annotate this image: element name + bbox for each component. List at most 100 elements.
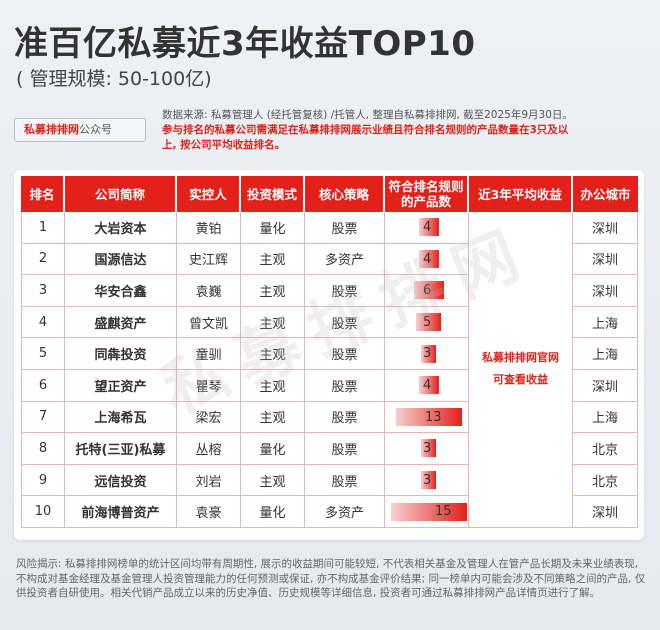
returns-note-line1: 私募排排网官网 — [482, 351, 559, 365]
city-cell: 上海 — [573, 338, 638, 370]
city-cell: 北京 — [573, 433, 638, 465]
strategy-cell: 股票 — [305, 369, 385, 402]
mode-cell: 主观 — [241, 275, 305, 307]
table-row: 4 盛麒资产 曾文凯 主观 股票 5 上海 — [21, 306, 638, 339]
brand-suffix: 公众号 — [79, 123, 112, 136]
city-cell: 深圳 — [573, 496, 638, 528]
controller-cell: 瞿琴 — [177, 369, 241, 402]
product-count-bar — [421, 471, 436, 490]
data-source-note: 数据来源: 私募管理人 (经托管复核) /托管人, 整理自私募排排网, 截至20… — [162, 108, 574, 153]
brand-tag: 私募排排网公众号 — [14, 118, 146, 142]
product-count-bar — [421, 439, 436, 458]
strategy-cell: 股票 — [305, 433, 385, 465]
mode-cell: 主观 — [241, 369, 305, 402]
page-title: 准百亿私募近3年收益TOP10 — [14, 24, 476, 64]
product-count-bar — [413, 281, 444, 300]
product-count-cell: 13 — [385, 401, 469, 434]
table-row: 5 同犇投资 童驯 主观 股票 3 上海 — [21, 338, 638, 370]
page-subtitle: ( 管理规模: 50-100亿) — [16, 68, 212, 90]
controller-cell: 黄铂 — [177, 212, 241, 244]
mode-cell: 主观 — [241, 338, 305, 370]
product-count-value: 13 — [425, 409, 442, 425]
mode-cell: 主观 — [241, 306, 305, 339]
product-count-cell: 5 — [385, 306, 469, 339]
product-count-cell: 3 — [385, 433, 469, 465]
product-count-value: 4 — [423, 220, 432, 235]
header-count: 符合排名规则的产品数 — [385, 176, 469, 212]
table-card — [14, 170, 644, 540]
strategy-cell: 股票 — [305, 306, 385, 339]
table-row: 1 大岩资本 黄铂 量化 股票 4 私募排排网官网 可查看收益 深圳 — [21, 212, 638, 528]
mode-cell: 主观 — [241, 243, 305, 276]
city-cell: 上海 — [573, 306, 638, 339]
strategy-cell: 股票 — [305, 464, 385, 497]
product-count-bar — [395, 407, 462, 426]
city-cell: 深圳 — [573, 212, 638, 244]
strategy-cell: 股票 — [305, 401, 385, 434]
rank-cell: 1 — [21, 212, 65, 244]
rank-cell: 4 — [21, 306, 65, 339]
mode-cell: 量化 — [241, 212, 305, 244]
strategy-cell: 股票 — [305, 212, 385, 244]
strategy-cell: 股票 — [305, 275, 385, 307]
source-highlight-text: 参与排名的私募公司需满足在私募排排网展示业绩且符合排名规则的产品数量在3只及以上… — [162, 124, 569, 151]
product-count-value: 15 — [435, 504, 452, 520]
product-count-cell: 15 — [385, 496, 469, 528]
table-row: 8 托特(三亚)私募 丛榕 量化 股票 3 北京 — [21, 433, 638, 465]
product-count-bar — [418, 376, 439, 395]
controller-cell: 梁宏 — [177, 401, 241, 434]
header-rank: 排名 — [21, 176, 65, 212]
rank-cell: 2 — [21, 243, 65, 276]
city-cell: 深圳 — [573, 275, 638, 307]
rank-cell: 10 — [21, 496, 65, 528]
table-row: 7 上海希瓦 梁宏 主观 股票 13 上海 — [21, 401, 638, 434]
product-count-cell: 6 — [385, 275, 469, 307]
city-cell: 北京 — [573, 464, 638, 497]
product-count-bar — [418, 249, 439, 268]
city-cell: 深圳 — [573, 243, 638, 276]
controller-cell: 史江辉 — [177, 243, 241, 276]
product-count-bar — [390, 502, 467, 521]
product-count-bar — [421, 344, 436, 363]
product-count-value: 3 — [423, 472, 432, 488]
controller-cell: 童驯 — [177, 338, 241, 370]
brand-name: 私募排排网 — [24, 123, 79, 136]
returns-note-line2: 可查看收益 — [493, 373, 548, 387]
returns-cell: 私募排排网官网 可查看收益 — [469, 212, 573, 528]
product-count-value: 6 — [423, 283, 432, 299]
controller-cell: 丛榕 — [177, 433, 241, 465]
company-cell: 望正资产 — [65, 369, 177, 402]
header-mode: 投资模式 — [241, 176, 305, 212]
product-count-value: 4 — [423, 377, 432, 393]
rank-cell: 6 — [21, 369, 65, 402]
company-cell: 同犇投资 — [65, 338, 177, 370]
city-cell: 上海 — [573, 401, 638, 434]
product-count-value: 3 — [423, 346, 432, 362]
strategy-cell: 股票 — [305, 338, 385, 370]
company-cell: 华安合鑫 — [65, 275, 177, 307]
ranking-table: 排名 公司简称 实控人 投资模式 核心策略 符合排名规则的产品数 近3年平均收益… — [21, 176, 638, 528]
header-company: 公司简称 — [65, 176, 177, 212]
company-cell: 远信投资 — [65, 464, 177, 497]
product-count-value: 5 — [423, 314, 432, 330]
controller-cell: 曾文凯 — [177, 306, 241, 339]
product-count-cell: 3 — [385, 338, 469, 370]
table-row: 6 望正资产 瞿琴 主观 股票 4 深圳 — [21, 369, 638, 402]
company-cell: 盛麒资产 — [65, 306, 177, 339]
rank-cell: 9 — [21, 464, 65, 497]
product-count-bar — [416, 313, 441, 332]
rank-cell: 5 — [21, 338, 65, 370]
strategy-cell: 多资产 — [305, 496, 385, 528]
header-controller: 实控人 — [177, 176, 241, 212]
mode-cell: 量化 — [241, 496, 305, 528]
table-body: 1 大岩资本 黄铂 量化 股票 4 私募排排网官网 可查看收益 深圳 2 国源信达 史江辉 主观 多资产 4… — [21, 212, 638, 528]
mode-cell: 主观 — [241, 464, 305, 497]
product-count-value: 4 — [423, 251, 432, 267]
controller-cell: 袁豪 — [177, 496, 241, 528]
header-city: 办公城市 — [573, 176, 638, 212]
rank-cell: 7 — [21, 401, 65, 434]
rank-cell: 8 — [21, 433, 65, 465]
product-count-cell: 4 — [385, 212, 469, 244]
company-cell: 上海希瓦 — [65, 401, 177, 434]
product-count-cell: 3 — [385, 464, 469, 497]
